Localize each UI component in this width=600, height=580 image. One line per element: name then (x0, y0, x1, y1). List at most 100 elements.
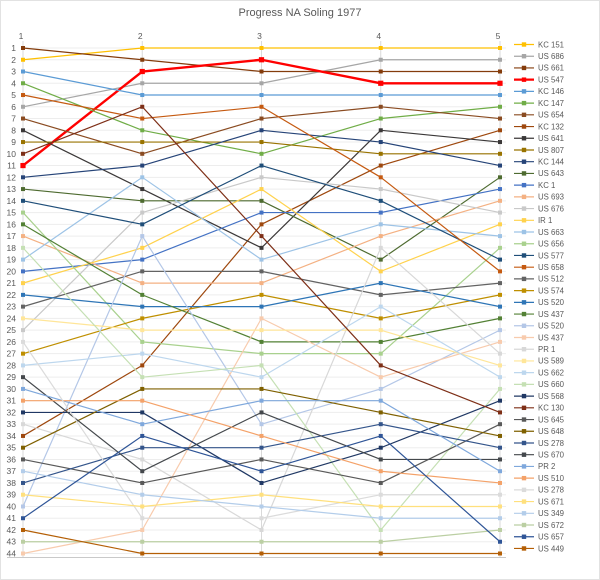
data-point-marker[interactable] (259, 539, 264, 544)
data-point-marker[interactable] (378, 93, 383, 98)
data-point-marker[interactable] (498, 492, 502, 497)
legend-item-us-658-19[interactable]: US 658 (514, 263, 564, 272)
legend-item-us-568-30[interactable]: US 568 (514, 392, 564, 401)
data-point-marker[interactable] (21, 457, 25, 462)
data-point-marker[interactable] (21, 422, 25, 427)
legend-item-us-589-27[interactable]: US 589 (514, 357, 564, 366)
data-point-marker[interactable] (259, 104, 264, 109)
legend-item-us-520-22[interactable]: US 520 (514, 298, 565, 307)
legend-item-kc-151-0[interactable]: KC 151 (514, 40, 564, 49)
data-point-marker[interactable] (498, 222, 502, 227)
data-point-marker[interactable] (140, 46, 145, 50)
series-kc-151-0[interactable] (21, 46, 502, 62)
data-point-marker[interactable] (21, 480, 25, 485)
data-point-marker[interactable] (140, 492, 145, 497)
data-point-marker[interactable] (259, 46, 264, 50)
data-point-marker[interactable] (140, 433, 145, 438)
data-point-marker[interactable] (378, 339, 383, 344)
series-kc-147-5[interactable] (21, 81, 502, 156)
data-point-marker[interactable] (21, 198, 25, 203)
legend-item-us-654-6[interactable]: US 654 (514, 111, 565, 120)
data-point-marker[interactable] (498, 422, 502, 427)
legend-item-us-670-35[interactable]: US 670 (514, 451, 565, 460)
series-us-589-27[interactable] (21, 316, 502, 368)
data-point-marker[interactable] (498, 375, 502, 380)
data-point-marker[interactable] (498, 316, 502, 321)
data-point-marker[interactable] (498, 410, 502, 415)
legend-item-us-437-25[interactable]: US 437 (514, 333, 564, 342)
data-point-marker[interactable] (259, 210, 264, 215)
series-us-693-13[interactable] (21, 198, 502, 286)
data-point-marker[interactable] (21, 57, 25, 62)
data-point-marker[interactable] (498, 504, 502, 509)
data-point-marker[interactable] (21, 269, 25, 274)
data-point-marker[interactable] (21, 128, 25, 133)
data-point-marker[interactable] (21, 210, 25, 215)
series-us-686-1[interactable] (21, 57, 502, 109)
series-kc-144-10[interactable] (21, 128, 502, 180)
data-point-marker[interactable] (21, 304, 25, 309)
data-point-marker[interactable] (378, 46, 383, 50)
legend-item-kc-144-10[interactable]: KC 144 (514, 158, 565, 167)
data-point-marker[interactable] (378, 57, 383, 62)
data-point-marker[interactable] (140, 81, 145, 86)
data-point-marker[interactable] (378, 257, 383, 262)
data-point-marker[interactable] (498, 163, 502, 168)
data-point-marker[interactable] (498, 527, 502, 532)
data-point-marker[interactable] (259, 516, 264, 521)
legend-item-us-693-13[interactable]: US 693 (514, 193, 564, 202)
data-point-marker[interactable] (140, 57, 145, 62)
data-point-marker[interactable] (259, 410, 264, 415)
data-point-marker[interactable] (259, 480, 264, 485)
legend-item-ir-1-15[interactable]: IR 1 (514, 216, 552, 225)
data-point-marker[interactable] (498, 304, 502, 309)
data-point-marker[interactable] (140, 245, 145, 250)
data-point-marker[interactable] (498, 140, 502, 145)
data-point-marker[interactable] (378, 328, 383, 333)
data-point-marker[interactable] (140, 539, 145, 544)
data-point-marker[interactable] (21, 539, 25, 544)
legend-item-us-657-42[interactable]: US 657 (514, 533, 564, 542)
data-point-marker[interactable] (498, 516, 502, 521)
data-point-marker[interactable] (378, 222, 383, 227)
data-point-marker[interactable] (259, 198, 264, 203)
series-us-510-37[interactable] (21, 398, 502, 485)
data-point-marker[interactable] (498, 128, 502, 133)
data-point-marker[interactable] (378, 410, 383, 415)
data-point-marker[interactable] (21, 104, 25, 109)
legend-item-us-661-2[interactable]: US 661 (514, 64, 564, 73)
data-point-marker[interactable] (378, 234, 383, 239)
series-us-449-43[interactable] (21, 527, 502, 556)
data-point-marker[interactable] (259, 527, 264, 532)
data-point-marker[interactable] (140, 116, 145, 121)
data-point-marker[interactable] (21, 116, 25, 121)
series-us-643-11[interactable] (21, 175, 502, 262)
data-point-marker[interactable] (378, 316, 383, 321)
legend-item-us-807-9[interactable]: US 807 (514, 146, 564, 155)
data-point-marker[interactable] (378, 269, 383, 274)
data-point-marker[interactable] (21, 81, 25, 86)
data-point-marker[interactable] (21, 281, 25, 286)
legend-item-kc-147-5[interactable]: KC 147 (514, 99, 564, 108)
data-point-marker[interactable] (378, 245, 383, 250)
data-point-marker[interactable] (259, 304, 264, 309)
data-point-marker[interactable] (378, 69, 383, 74)
data-point-marker[interactable] (498, 339, 502, 344)
data-point-marker[interactable] (140, 363, 145, 368)
legend-item-kc-130-31[interactable]: KC 130 (514, 404, 565, 413)
data-point-marker[interactable] (140, 410, 145, 415)
data-point-marker[interactable] (21, 151, 25, 156)
data-point-marker[interactable] (259, 69, 264, 74)
legend-item-us-577-18[interactable]: US 577 (514, 251, 564, 260)
data-point-marker[interactable] (259, 445, 264, 450)
data-point-marker[interactable] (140, 151, 145, 156)
data-point-marker[interactable] (498, 198, 502, 203)
data-point-marker[interactable] (259, 433, 264, 438)
data-point-marker[interactable] (498, 269, 502, 274)
data-point-marker[interactable] (21, 93, 25, 98)
series-kc-1-12[interactable] (21, 187, 502, 274)
legend-item-us-671-39[interactable]: US 671 (514, 497, 564, 506)
data-point-marker[interactable] (498, 386, 502, 391)
data-point-marker[interactable] (259, 386, 264, 391)
series-us-663-16[interactable] (21, 175, 502, 262)
